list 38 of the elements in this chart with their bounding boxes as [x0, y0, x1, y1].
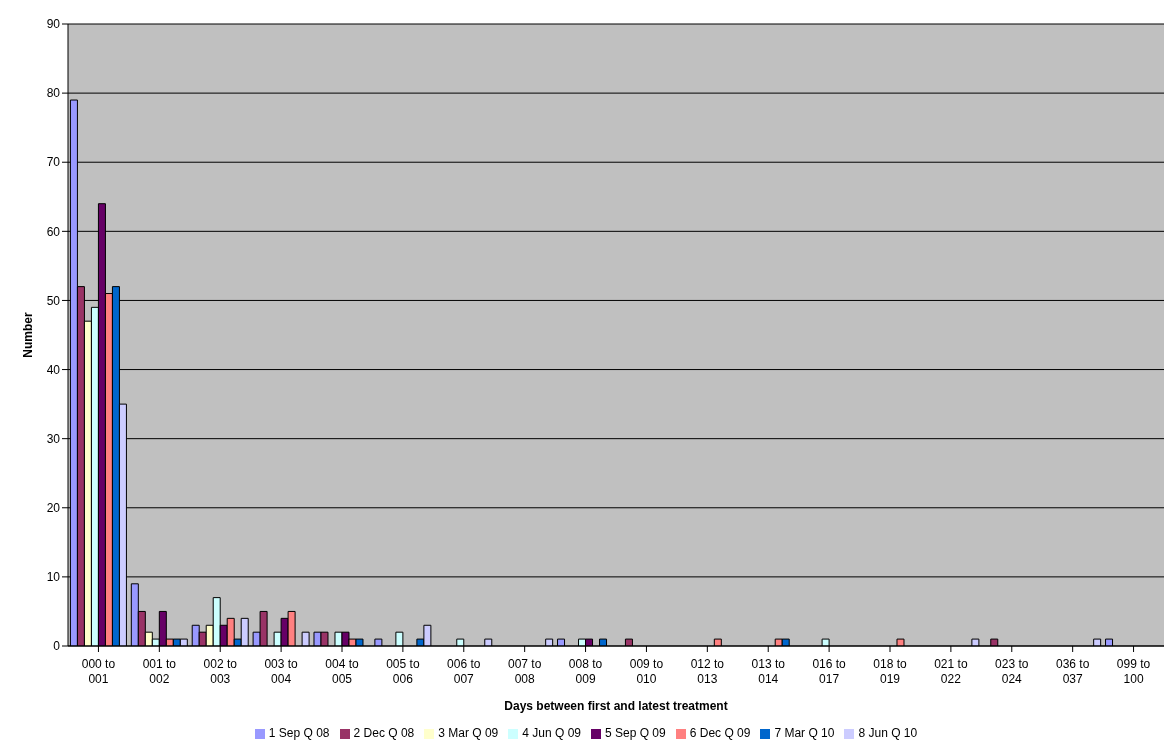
legend-label: 4 Jun Q 09	[522, 726, 581, 740]
y-tick-label: 20	[46, 501, 61, 516]
x-tick-label: 004 to 005	[325, 657, 359, 686]
x-tick-label: 036 to 037	[1055, 657, 1090, 686]
x-tick-label: 099 to 100	[1116, 657, 1151, 686]
legend-label: 6 Dec Q 09	[689, 726, 751, 740]
x-tick-label: 000 to 001	[81, 657, 116, 686]
x-tick-label: 002 to 003	[203, 657, 238, 686]
y-tick-label: 90	[46, 17, 61, 32]
legend-label: 7 Mar Q 10	[774, 726, 835, 740]
legend-label: 8 Jun Q 10	[858, 726, 918, 740]
x-tick-label: 006 to 007	[447, 657, 481, 686]
legend-label: 3 Mar Q 09	[438, 726, 499, 740]
y-tick-label: 80	[46, 86, 61, 101]
x-tick-label: 005 to 006	[386, 657, 420, 686]
legend-label: 5 Sep Q 09	[605, 726, 666, 740]
legend-label: 2 Dec Q 08	[353, 726, 415, 740]
y-axis-title: Number	[21, 312, 36, 358]
legend-label: 1 Sep Q 08	[268, 726, 330, 740]
x-tick-label: 021 to 022	[934, 657, 968, 686]
y-tick-label: 10	[46, 570, 61, 585]
x-tick-label: 008 to 009	[568, 657, 603, 686]
x-tick-label: 016 to 017	[812, 657, 847, 686]
y-tick-label: 30	[46, 431, 61, 446]
x-axis-title: Days between first and latest treatment	[504, 699, 728, 713]
x-tick-label: 012 to 013	[690, 657, 725, 686]
x-tick-label: 018 to 019	[873, 657, 907, 686]
x-tick-label: 013 to 014	[751, 657, 786, 686]
x-tick-label: 001 to 002	[142, 657, 177, 686]
y-tick-label: 0	[53, 639, 61, 654]
x-tick-label: 023 to 024	[995, 657, 1029, 686]
x-tick-label: 009 to 010	[629, 657, 664, 686]
y-tick-label: 50	[46, 293, 61, 308]
x-tick-label: 007 to 008	[507, 657, 542, 686]
y-tick-label: 60	[46, 224, 61, 239]
x-tick-label: 003 to 004	[264, 657, 299, 686]
y-tick-label: 70	[46, 155, 61, 170]
y-tick-label: 40	[46, 362, 61, 377]
